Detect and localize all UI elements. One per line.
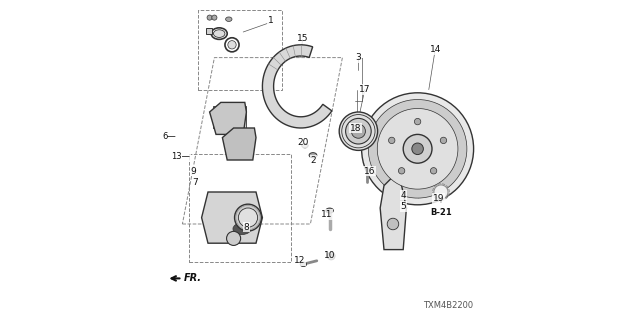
Polygon shape <box>380 176 406 250</box>
Polygon shape <box>212 106 246 128</box>
Ellipse shape <box>326 208 333 213</box>
Text: 7: 7 <box>193 178 198 187</box>
Ellipse shape <box>412 143 424 155</box>
Ellipse shape <box>351 124 365 138</box>
Text: 8: 8 <box>244 223 249 232</box>
Text: 13—: 13— <box>172 152 191 161</box>
Text: 5: 5 <box>401 202 406 211</box>
Ellipse shape <box>302 143 308 148</box>
Text: 14: 14 <box>429 45 441 54</box>
Polygon shape <box>223 128 256 160</box>
Ellipse shape <box>434 185 448 199</box>
Text: 1: 1 <box>268 16 273 25</box>
Ellipse shape <box>239 208 258 227</box>
Ellipse shape <box>388 137 395 144</box>
Ellipse shape <box>207 15 212 20</box>
Ellipse shape <box>214 30 225 37</box>
Text: 17: 17 <box>359 85 371 94</box>
Ellipse shape <box>387 218 399 230</box>
Ellipse shape <box>403 134 432 163</box>
Polygon shape <box>262 45 332 128</box>
Ellipse shape <box>346 118 371 144</box>
Ellipse shape <box>328 252 335 260</box>
Polygon shape <box>210 102 246 134</box>
Ellipse shape <box>378 108 458 189</box>
Ellipse shape <box>440 137 447 144</box>
Text: 2: 2 <box>311 156 316 164</box>
Ellipse shape <box>226 17 232 21</box>
Text: 6—: 6— <box>163 132 176 140</box>
Text: FR.: FR. <box>184 273 202 284</box>
Text: 10: 10 <box>324 252 335 260</box>
Ellipse shape <box>235 204 262 231</box>
Polygon shape <box>206 28 212 34</box>
Text: TXM4B2200: TXM4B2200 <box>424 301 474 310</box>
Ellipse shape <box>300 262 307 267</box>
Text: 11: 11 <box>321 210 332 219</box>
Ellipse shape <box>362 93 474 205</box>
Ellipse shape <box>233 223 251 235</box>
Text: 19: 19 <box>433 194 444 203</box>
Polygon shape <box>202 192 262 243</box>
Text: 9: 9 <box>191 167 196 176</box>
Ellipse shape <box>227 231 241 245</box>
Text: 12: 12 <box>294 256 305 265</box>
Ellipse shape <box>212 15 217 20</box>
Ellipse shape <box>430 168 436 174</box>
Text: 16: 16 <box>364 167 375 176</box>
Text: 15: 15 <box>297 34 308 43</box>
Text: B-21: B-21 <box>431 208 452 217</box>
Text: 3: 3 <box>356 53 361 62</box>
Ellipse shape <box>369 100 467 198</box>
Text: 18: 18 <box>350 124 362 132</box>
Ellipse shape <box>330 254 333 258</box>
Ellipse shape <box>399 168 405 174</box>
Ellipse shape <box>339 112 378 150</box>
Ellipse shape <box>415 118 421 125</box>
Ellipse shape <box>228 41 236 49</box>
Ellipse shape <box>309 153 317 158</box>
Text: 20: 20 <box>298 138 309 147</box>
Text: 4: 4 <box>401 191 406 200</box>
